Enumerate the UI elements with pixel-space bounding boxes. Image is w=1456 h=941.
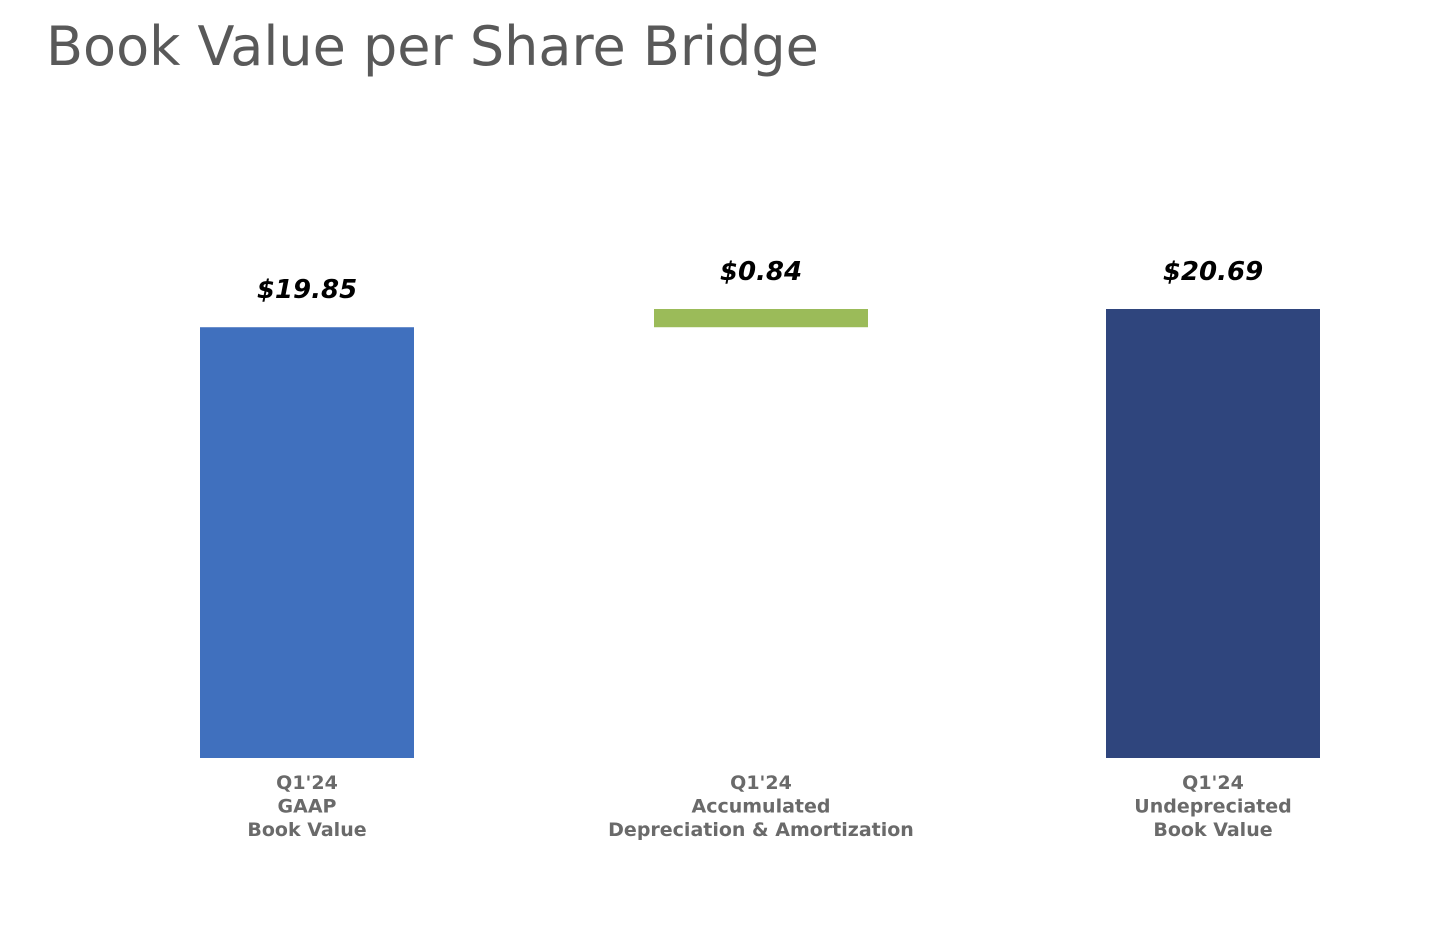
bars-layer: [200, 309, 1320, 758]
value-labels-layer: $19.85 $0.84 $20.69: [257, 257, 1263, 305]
page-title: Book Value per Share Bridge: [46, 15, 819, 78]
data-label-1: $19.85: [257, 275, 357, 305]
tick-label-3-line-2: Undepreciated: [1134, 796, 1291, 818]
data-label-3: $20.69: [1163, 257, 1263, 287]
tick-label-1-line-3: Book Value: [247, 819, 366, 841]
bar-2-increment: [654, 309, 868, 328]
tick-label-2-line-3: Depreciation & Amortization: [608, 819, 914, 841]
tick-label-3-line-1: Q1'24: [1182, 772, 1244, 794]
tick-label-1-line-2: GAAP: [278, 796, 337, 818]
data-label-2: $0.84: [720, 257, 802, 287]
bar-1-total: [200, 327, 414, 758]
tick-label-3-line-3: Book Value: [1153, 819, 1272, 841]
bar-3-total: [1106, 309, 1320, 758]
tick-label-2-line-2: Accumulated: [692, 796, 831, 818]
tick-label-2-line-1: Q1'24: [730, 772, 792, 794]
tick-label-1-line-1: Q1'24: [276, 772, 338, 794]
